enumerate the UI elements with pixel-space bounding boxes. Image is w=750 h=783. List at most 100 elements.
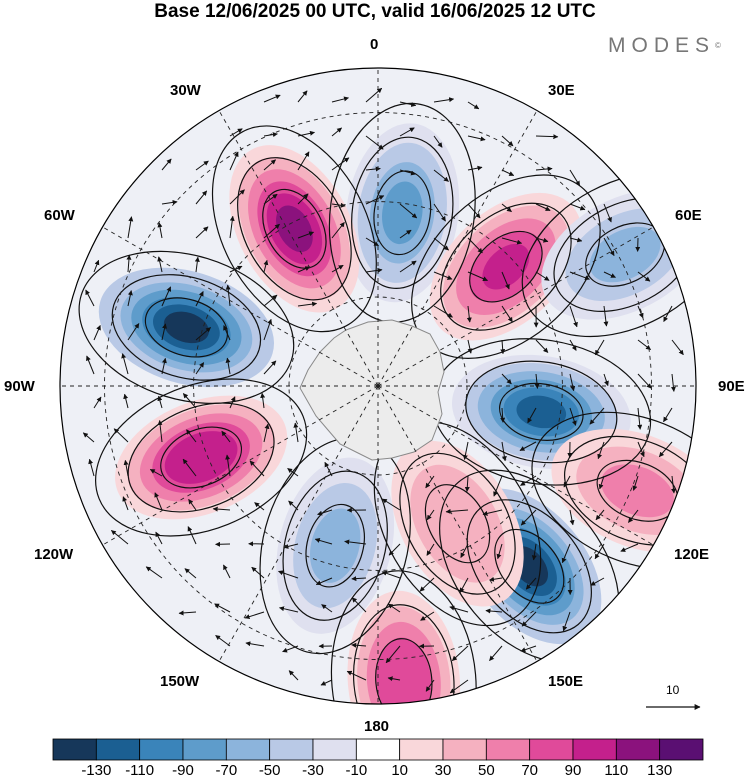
wind-vector [182, 458, 197, 477]
wind-vector [603, 305, 609, 327]
wind-vector [324, 461, 333, 477]
wind-vector [229, 215, 235, 239]
wind-vector [351, 576, 367, 582]
wind-vector [663, 407, 673, 423]
wind-vector [569, 509, 575, 526]
wind-vector [223, 564, 231, 579]
wind-vector [283, 543, 299, 549]
streamline [95, 378, 308, 537]
wind-vector [263, 159, 276, 171]
label-lon-30e: 30E [548, 82, 575, 99]
wind-vector [433, 271, 453, 280]
meridian-line [102, 385, 379, 546]
streamline-loop [531, 411, 696, 570]
wind-vector [535, 339, 549, 353]
wind-vector [464, 475, 470, 492]
streamline [563, 435, 696, 546]
streamline [498, 382, 584, 441]
streamline [375, 638, 433, 704]
wind-vector [221, 430, 231, 443]
wind-vector [279, 606, 299, 613]
wind-vector [263, 193, 278, 205]
wind-vector [420, 611, 435, 621]
wind-vector [569, 237, 583, 243]
wind-vector [670, 373, 676, 392]
wind-vector [249, 460, 265, 477]
wind-vector [569, 305, 578, 328]
anomaly-contour-fill [310, 508, 361, 583]
wind-vector [86, 355, 95, 375]
wind-vector [603, 203, 612, 223]
wind-vector [425, 679, 435, 692]
wind-vector [157, 420, 163, 443]
wind-vector [590, 577, 605, 586]
wind-vector [525, 577, 537, 590]
wind-vector [501, 169, 515, 176]
wind-vector [297, 266, 311, 273]
wind-vector [225, 357, 231, 375]
wind-vector [628, 509, 639, 523]
wind-vector [263, 132, 278, 138]
wind-vector [365, 135, 384, 150]
wind-vector [161, 286, 172, 307]
wind-vector [460, 543, 469, 558]
wind-vector [260, 392, 266, 409]
wind-vector [351, 642, 367, 648]
brand-name: MODES [608, 34, 716, 57]
label-lon-90w: 90W [4, 378, 35, 395]
wind-vector [195, 190, 208, 205]
wind-vector [500, 339, 506, 355]
wind-vector [399, 169, 416, 176]
anomaly-contour-fill [601, 464, 674, 518]
wind-vector [229, 189, 245, 205]
wind-vector [331, 202, 346, 208]
wind-vector [520, 475, 537, 486]
colorbar-swatch [312, 738, 357, 761]
colorbar-tick-label: -90 [172, 762, 194, 779]
wind-vector [263, 318, 273, 341]
wind-vector [297, 193, 309, 205]
wind-vector [188, 498, 197, 511]
streamline-loop [431, 338, 652, 486]
wind-vector [288, 500, 299, 511]
anomaly-contour-fill [382, 181, 423, 245]
wind-vector [278, 570, 299, 579]
wind-vector [195, 160, 209, 171]
colorbar-tick-label: 10 [391, 762, 408, 779]
wind-vector [671, 339, 684, 356]
meridian-line [377, 385, 538, 662]
wind-vector [385, 645, 401, 664]
wind-vector [297, 231, 315, 239]
wind-vector [161, 323, 167, 341]
wind-vector [467, 101, 480, 110]
colorbar-tick-label: 70 [521, 762, 538, 779]
wind-vector [449, 679, 469, 694]
wind-vector [154, 492, 163, 511]
streamline [111, 274, 262, 381]
anomaly-contour-fill [589, 226, 661, 283]
wind-vector [535, 203, 551, 211]
wind-vector [433, 237, 449, 251]
wind-vector [195, 362, 205, 375]
wind-vector [501, 271, 510, 290]
map-title: Base 12/06/2025 00 UTC, valid 16/06/2025… [154, 1, 596, 22]
wind-vector [467, 165, 483, 171]
wind-vector [637, 339, 651, 350]
wind-vector [344, 539, 367, 545]
streamline [262, 188, 327, 269]
colorbar-tick-label: -10 [345, 762, 368, 779]
anomaly-contour-fill [163, 311, 209, 344]
wind-vector [603, 237, 615, 257]
wind-vector [569, 203, 586, 211]
streamline [521, 172, 696, 338]
colorbar-swatch [659, 738, 704, 761]
wind-vector [462, 441, 469, 460]
label-lon-0: 0 [370, 36, 379, 53]
wind-vector [489, 645, 503, 661]
wind-vector [449, 605, 469, 613]
wind-vector [467, 135, 486, 142]
colorbar-swatch [442, 738, 487, 761]
wind-vector [178, 610, 197, 616]
wind-vector [225, 284, 231, 307]
wind-vector [229, 396, 236, 409]
